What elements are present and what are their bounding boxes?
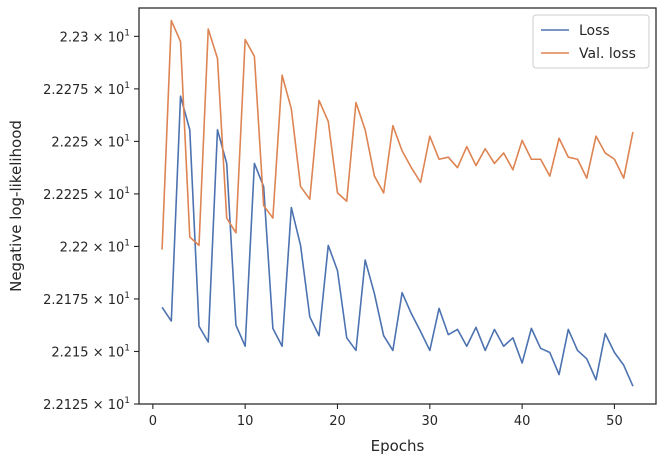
- y-axis: 2.2125 × 101 2.215 × 101 2.2175 × 101 2.22 …: [43, 28, 139, 413]
- legend-box: [532, 14, 650, 69]
- x-tick-label: 40: [514, 414, 531, 429]
- legend-label-val-loss: Val. loss: [579, 46, 636, 62]
- x-tick-label: 0: [149, 414, 157, 429]
- legend: Loss Val. loss: [532, 14, 650, 69]
- x-tick-label: 10: [237, 414, 254, 429]
- x-tick-label: 50: [606, 414, 623, 429]
- y-axis-label: Negative log-likelihood: [7, 120, 25, 292]
- y-tick-label: 2.2275 × 101: [43, 81, 130, 98]
- x-tick-label: 20: [329, 414, 346, 429]
- x-axis: 0 10 20 30 40 50: [149, 404, 623, 429]
- series-line-loss: [161, 95, 634, 387]
- y-tick-label: 2.215 × 101: [51, 343, 130, 360]
- y-tick-label: 2.2225 × 101: [43, 186, 130, 203]
- y-tick-label: 2.2175 × 101: [43, 291, 130, 308]
- y-tick-label: 2.23 × 101: [60, 28, 130, 45]
- legend-label-loss: Loss: [579, 23, 610, 39]
- y-tick-label: 2.225 × 101: [51, 133, 130, 150]
- plot-content: [161, 19, 634, 387]
- x-axis-label: Epochs: [371, 437, 425, 455]
- x-tick-label: 30: [422, 414, 439, 429]
- plot-frame: [138, 7, 657, 405]
- series-line-val-loss: [161, 19, 634, 250]
- y-tick-label: 2.22 × 101: [60, 238, 130, 255]
- y-tick-label: 2.2125 × 101: [43, 396, 130, 413]
